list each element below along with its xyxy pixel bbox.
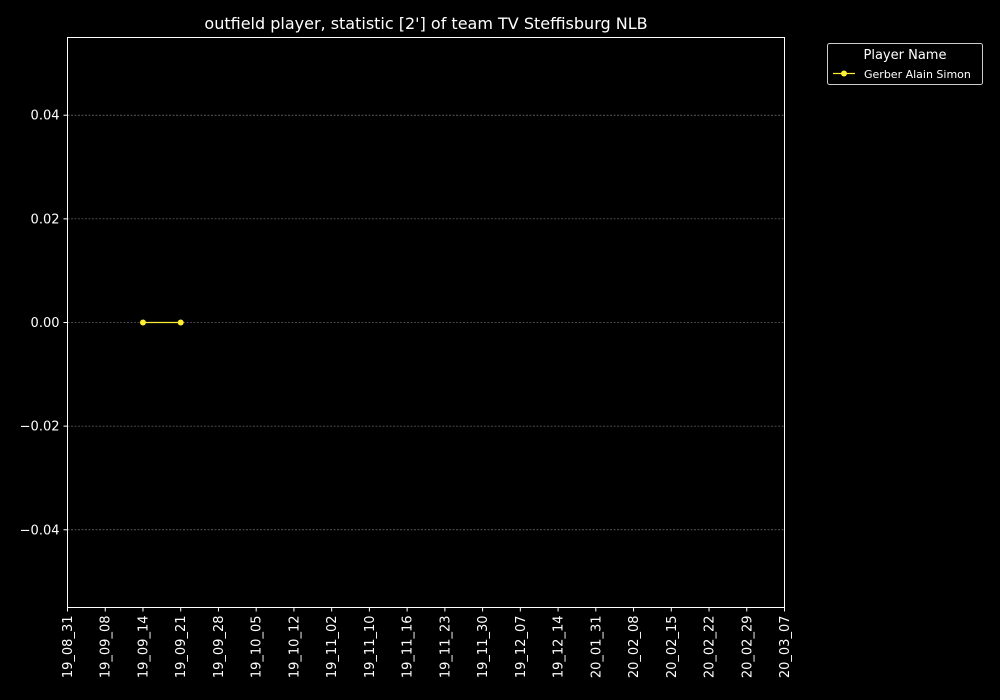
x-tick-label: 19_09_28	[212, 616, 227, 679]
x-tick-label: 19_12_07	[514, 616, 529, 679]
x-tick-label: 20_01_31	[589, 616, 604, 679]
x-tick-label: 20_02_29	[740, 616, 755, 679]
x-tick-label: 19_11_02	[325, 616, 340, 679]
x-tick-label: 19_12_14	[552, 616, 567, 679]
x-tick-label: 19_10_05	[250, 616, 265, 679]
legend-marker-gerber-alain-simon	[841, 70, 847, 77]
x-tick-label: 19_09_08	[99, 616, 114, 679]
x-tick-label: 19_09_14	[136, 616, 151, 679]
x-tick-label: 19_11_23	[438, 616, 453, 679]
x-tick-label: 20_02_08	[627, 616, 642, 679]
grid	[67, 114, 785, 531]
x-tick-label: 19_11_10	[363, 616, 378, 679]
legend: Player Name Gerber Alain Simon	[827, 43, 983, 85]
x-tick-label: 20_03_07	[778, 616, 793, 679]
legend-box	[827, 43, 983, 85]
legend-label-gerber-alain-simon: Gerber Alain Simon	[864, 68, 971, 81]
y-tick-label: −0.02	[20, 420, 60, 435]
x-tick-label: 20_02_15	[665, 616, 680, 679]
x-tick-label: 19_08_31	[61, 616, 76, 679]
x-tick-label: 19_11_30	[476, 616, 491, 679]
x-tick-label: 19_11_16	[401, 616, 416, 679]
y-tick-label: 0.00	[31, 316, 60, 331]
chart-title: outfield player, statistic [2'] of team …	[204, 14, 647, 33]
y-axis: −0.04 −0.02 0.00 0.02 0.04	[20, 109, 68, 538]
series-layer	[139, 319, 184, 326]
x-tick-label: 19_10_12	[287, 616, 302, 679]
y-tick-label: −0.04	[20, 523, 60, 538]
data-point	[177, 319, 184, 326]
x-tick-label: 19_09_21	[174, 616, 189, 679]
data-point	[139, 319, 146, 326]
y-tick-label: 0.04	[31, 109, 60, 124]
x-axis: 19_08_31 19_09_08 19_09_14 19_09_21 19_09_28…	[61, 607, 793, 679]
y-tick-label: 0.02	[31, 212, 60, 227]
legend-title: Player Name	[864, 48, 947, 63]
x-tick-label: 20_02_22	[703, 616, 718, 679]
